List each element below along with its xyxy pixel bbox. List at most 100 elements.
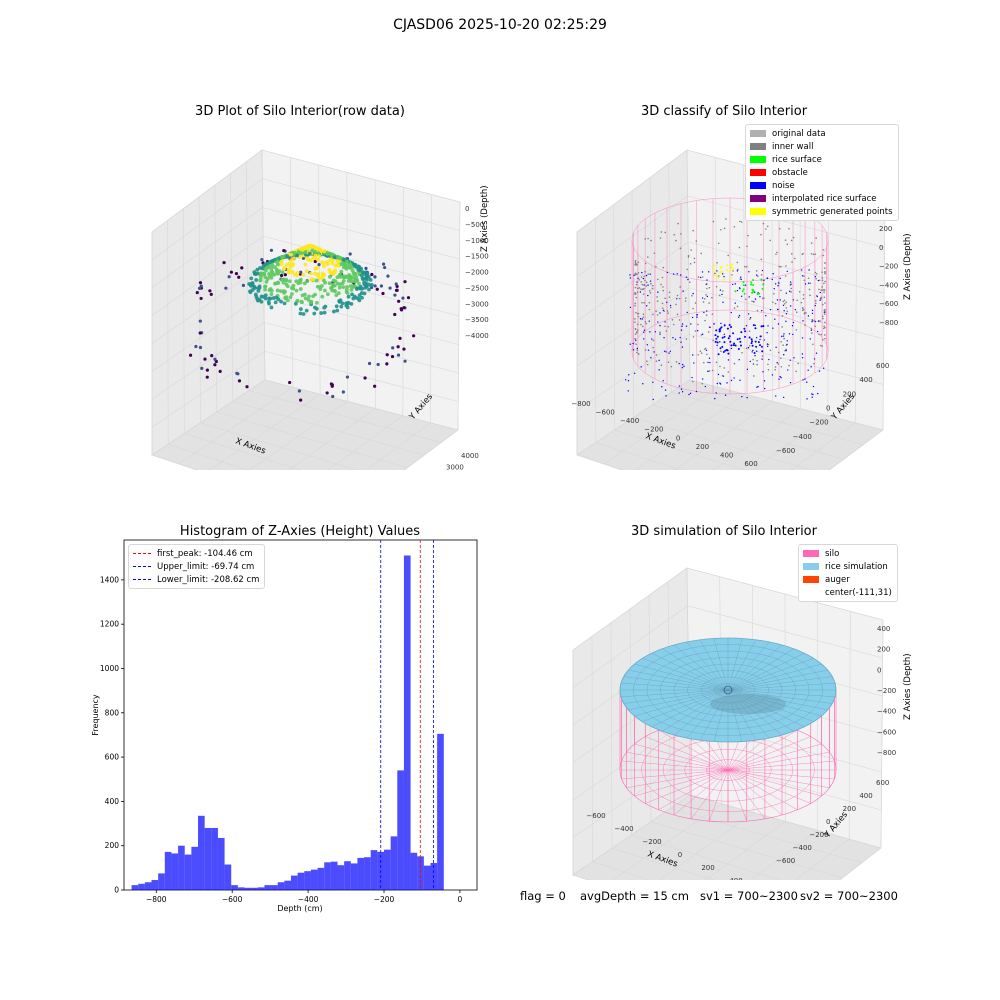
raw-point [357,293,362,298]
noise-point [669,350,671,353]
raw-point [329,252,334,257]
raw-point [346,294,351,299]
noise-point [775,346,777,349]
raw-point [195,290,199,295]
raw-point [366,282,371,287]
rice-simulation-surface [619,637,837,743]
legend-swatch [750,130,766,137]
noise-point [756,350,758,352]
raw-point [283,273,287,277]
inner-wall-point [804,324,806,326]
raw-point [234,271,239,276]
histogram-y-tick-label: 200 [105,841,120,850]
rice-surface-mesh [727,639,757,691]
raw-point [304,269,309,274]
inner-wall-point [676,294,679,297]
raw-point [303,296,308,301]
inner-wall-point [642,313,645,316]
noise-point [642,383,644,385]
inner-wall-point [692,336,695,338]
inner-wall-point [699,350,702,353]
classify-legend: original data inner wall rice surface ob… [745,124,899,221]
inner-wall-point [653,252,656,255]
inner-wall-point [646,363,649,366]
raw-point [188,353,193,357]
inner-wall-point [684,300,687,302]
inner-wall-point [634,321,636,323]
noise-point [682,290,684,292]
rice-surface-mesh [662,648,729,691]
inner-wall-point [762,222,765,225]
noise-point [721,345,724,348]
inner-wall-point [722,290,724,292]
inner-wall-point [772,301,774,304]
noise-point [685,276,688,278]
legend-swatch [803,589,819,596]
noise-point [789,381,792,384]
histogram-bar [317,867,325,890]
inner-wall-point [715,361,718,364]
raw-point [280,270,285,275]
noise-point [722,375,725,377]
inner-wall-point [802,297,805,300]
histogram-bar [191,846,199,890]
inner-wall-point [769,349,772,352]
inner-wall-point [818,333,820,336]
histogram-bar [204,827,212,890]
raw-z-label: Z Axies (Depth) [480,185,490,252]
legend-swatch [750,182,766,189]
histogram-bar [231,885,238,890]
noise-point [752,363,755,365]
inner-wall-point [780,357,782,360]
noise-point [646,305,648,307]
noise-point [718,330,721,333]
inner-wall-point [782,300,785,303]
legend-label: auger [825,574,850,585]
raw-point [396,345,400,349]
inner-wall-point [642,293,645,295]
noise-point [687,278,689,281]
histogram-bar [337,865,345,890]
noise-point [757,385,759,388]
raw-point [210,354,214,358]
raw-point [199,296,203,301]
raw-point [316,274,321,278]
noise-point [738,337,741,340]
inner-wall-point [739,220,741,223]
noise-point [788,333,791,335]
raw-point [292,256,296,261]
rice-surface-mesh [727,663,822,691]
noise-point [720,326,723,329]
inner-wall-point [645,281,648,284]
noise-point [754,298,757,300]
noise-point [765,315,767,317]
noise-point [751,344,754,347]
rice-surface-mesh [727,689,833,704]
histogram-bar [264,885,272,890]
noise-point [643,331,645,333]
raw-point [345,375,350,379]
rice-surface-mesh [662,689,729,732]
noise-point [723,341,726,344]
noise-point [629,277,632,279]
inner-wall-point [781,314,784,317]
raw-point [360,295,364,300]
inner-wall-point [823,309,826,312]
noise-point [652,398,654,401]
inner-wall-point [797,362,800,365]
noise-point [760,325,763,328]
noise-point [752,349,754,352]
noise-point [817,392,819,395]
inner-wall-point [821,271,823,273]
rice-surface-mesh [686,641,729,691]
raw-point [385,362,389,366]
noise-point [657,321,659,323]
raw-z-tick-label: −1500 [465,253,489,261]
inner-wall-point [725,218,727,220]
inner-wall-point [813,362,815,365]
raw-point [373,275,377,279]
inner-wall-point [656,278,659,281]
noise-point [776,362,778,364]
noise-point [808,269,810,271]
histogram-x-tick-label: −800 [146,895,167,904]
